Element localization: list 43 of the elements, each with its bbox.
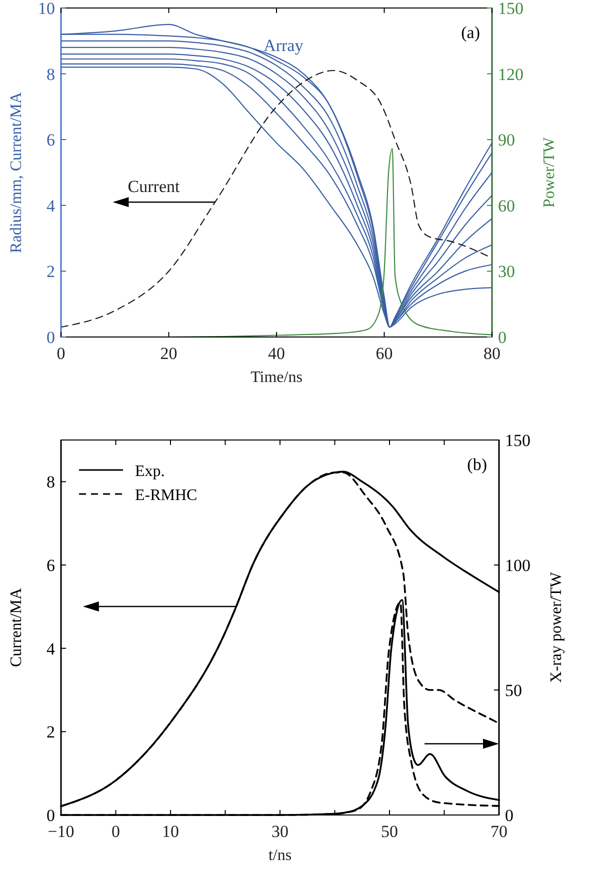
- x-tick-label: 0: [112, 822, 120, 841]
- y-tick-label: 0: [46, 328, 55, 347]
- x-tick-label: 60: [376, 344, 393, 363]
- y-tick-label: 8: [46, 472, 55, 492]
- y-tick-label: 4: [46, 196, 56, 216]
- text: (a): [461, 23, 480, 42]
- x-tick-label: 70: [490, 822, 508, 841]
- y-tick-label: 4: [46, 639, 56, 658]
- x-tick-label: 30: [272, 822, 288, 841]
- y-axis-title: Radius/mm, Current/MA: [8, 92, 25, 253]
- y2-axis-title: X-ray power/TW: [548, 571, 565, 683]
- y2-tick-label: 90: [498, 130, 515, 150]
- y2-tick-label: 150: [505, 431, 530, 450]
- y-tick-label: 6: [46, 556, 55, 575]
- text: (b): [467, 455, 487, 474]
- x-axis-title: t/ns: [268, 847, 292, 864]
- y-axis-title: Current/MA: [8, 588, 25, 668]
- y-tick-label: 0: [46, 806, 55, 825]
- x-tick-label: 20: [160, 344, 178, 363]
- y2-tick-label: 100: [505, 556, 530, 575]
- x-tick-label: −10: [48, 822, 74, 841]
- y2-tick-label: 50: [505, 681, 522, 700]
- y-tick-label: 2: [46, 262, 55, 282]
- x-tick-label: 50: [381, 822, 398, 841]
- y2-tick-label: 0: [505, 806, 514, 825]
- y-tick-label: 6: [46, 130, 55, 150]
- y-tick-label: 2: [46, 722, 55, 742]
- x-tick-label: 80: [484, 344, 500, 363]
- y-tick-label: 10: [38, 0, 55, 18]
- y2-tick-label: 150: [498, 0, 524, 18]
- annotation: Current: [128, 177, 180, 196]
- y2-tick-label: 60: [498, 196, 515, 216]
- y2-axis-title: Power/TW: [541, 136, 558, 208]
- x-tick-label: 40: [268, 344, 285, 363]
- x-axis-title: Time/ns: [250, 369, 302, 386]
- legend-label: E-RMHC: [135, 487, 198, 504]
- legend-label: Exp.: [135, 463, 165, 480]
- y2-tick-label: 120: [498, 64, 524, 84]
- annotation: Array: [264, 36, 304, 55]
- y-tick-label: 8: [46, 64, 55, 84]
- y2-tick-label: 0: [498, 328, 506, 347]
- x-tick-label: 10: [162, 822, 179, 841]
- y2-tick-label: 30: [498, 262, 515, 282]
